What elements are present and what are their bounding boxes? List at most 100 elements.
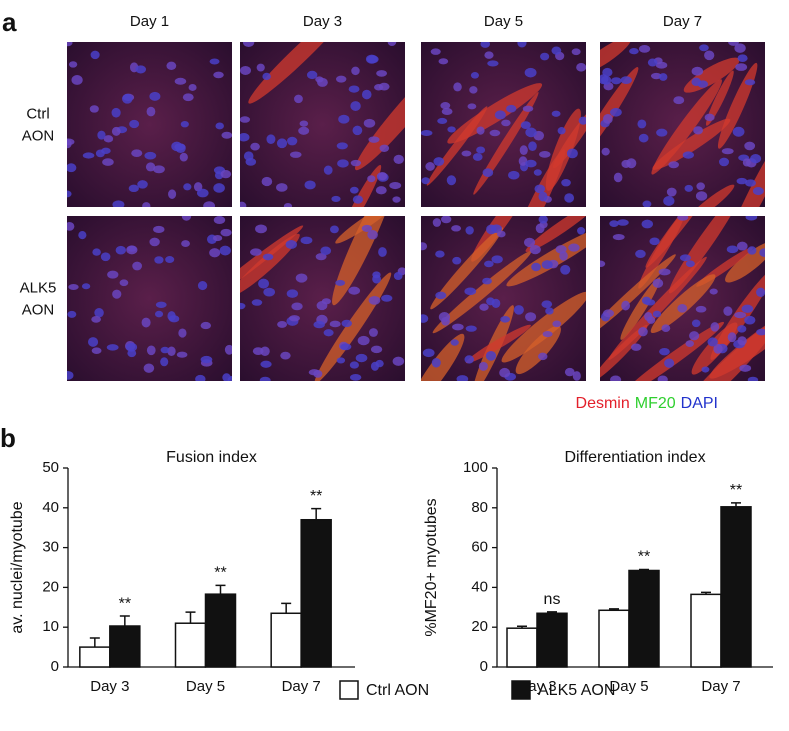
nucleus	[541, 260, 553, 270]
nucleus	[652, 278, 664, 288]
nucleus	[78, 230, 87, 240]
stain-name: MF20	[635, 395, 676, 412]
nucleus	[735, 63, 748, 71]
nucleus	[320, 246, 332, 255]
nucleus	[82, 152, 95, 159]
nucleus	[91, 315, 101, 323]
y-tick-label: 50	[42, 459, 59, 476]
nucleus	[298, 126, 310, 135]
nucleus	[288, 315, 300, 322]
bar	[270, 612, 302, 668]
nucleus	[262, 72, 271, 81]
nucleus	[617, 219, 629, 226]
nucleus	[756, 328, 765, 336]
nucleus	[141, 317, 151, 328]
nucleus	[684, 184, 694, 192]
bar	[628, 569, 660, 668]
nucleus	[564, 193, 575, 203]
nucleus	[484, 51, 494, 59]
nucleus	[374, 83, 384, 91]
nucleus	[422, 348, 435, 358]
micrograph-content	[67, 216, 232, 381]
nucleus	[349, 186, 359, 194]
nucleus	[212, 235, 223, 242]
bar	[690, 593, 722, 668]
nucleus	[323, 329, 334, 337]
micrograph	[600, 216, 765, 381]
y-axis-label: av. nuclei/myotube	[9, 501, 26, 633]
nucleus	[67, 138, 75, 146]
nucleus	[745, 179, 756, 187]
nucleus	[572, 371, 581, 381]
nucleus	[153, 165, 165, 174]
nucleus	[142, 202, 151, 207]
nucleus	[693, 126, 704, 135]
nucleus	[494, 110, 506, 120]
myotube	[620, 277, 661, 340]
legend-label: ALK5 AON	[538, 682, 615, 699]
nucleus	[759, 248, 765, 257]
nucleus	[259, 376, 271, 381]
nucleus	[361, 224, 373, 232]
nucleus	[559, 251, 568, 261]
nucleus	[262, 253, 274, 261]
nucleus	[67, 42, 73, 47]
nucleus	[577, 226, 586, 235]
nucleus	[659, 73, 668, 81]
nucleus	[100, 252, 111, 262]
nucleus	[295, 273, 308, 283]
myotube	[421, 333, 465, 381]
nucleus	[245, 158, 257, 166]
nucleus	[741, 304, 754, 313]
nucleus	[131, 149, 143, 157]
nucleus	[610, 77, 622, 85]
nucleus	[478, 361, 488, 371]
nucleus	[451, 225, 462, 232]
nucleus	[95, 149, 105, 158]
nucleus	[111, 107, 121, 118]
bar	[720, 506, 752, 668]
nucleus	[522, 105, 534, 112]
nucleus	[349, 361, 360, 369]
nucleus	[102, 158, 114, 166]
nucleus	[621, 300, 631, 311]
bar	[300, 518, 332, 668]
legend-swatch	[511, 680, 531, 700]
nucleus	[721, 148, 734, 155]
myotube	[709, 297, 765, 379]
row-label: ALK5	[20, 279, 57, 296]
nucleus	[551, 46, 562, 55]
nucleus	[663, 196, 675, 206]
panel-label: b	[0, 423, 16, 453]
column-header: Day 7	[663, 13, 702, 30]
nucleus	[160, 346, 170, 354]
bar	[598, 609, 630, 668]
nucleus	[313, 320, 325, 329]
bar	[506, 627, 538, 668]
nucleus	[263, 287, 276, 297]
nucleus	[518, 156, 528, 166]
nucleus	[540, 52, 550, 61]
nucleus	[286, 289, 299, 298]
myotube	[668, 216, 742, 294]
nucleus	[461, 150, 472, 157]
myotube	[240, 225, 304, 303]
nucleus	[644, 299, 656, 306]
nucleus	[480, 42, 491, 48]
nucleus	[452, 256, 462, 265]
nucleus	[277, 320, 288, 328]
nucleus	[528, 141, 537, 152]
nucleus	[240, 133, 250, 142]
nucleus	[323, 165, 333, 175]
nucleus	[336, 142, 348, 150]
row-label: Ctrl	[26, 105, 49, 122]
nucleus	[200, 355, 213, 364]
nucleus	[450, 339, 459, 346]
micrograph-content	[600, 216, 765, 381]
nucleus	[197, 281, 208, 291]
nucleus	[224, 344, 232, 355]
nucleus	[545, 307, 554, 315]
nucleus	[695, 191, 708, 201]
nucleus	[103, 135, 114, 143]
nucleus	[610, 375, 622, 381]
